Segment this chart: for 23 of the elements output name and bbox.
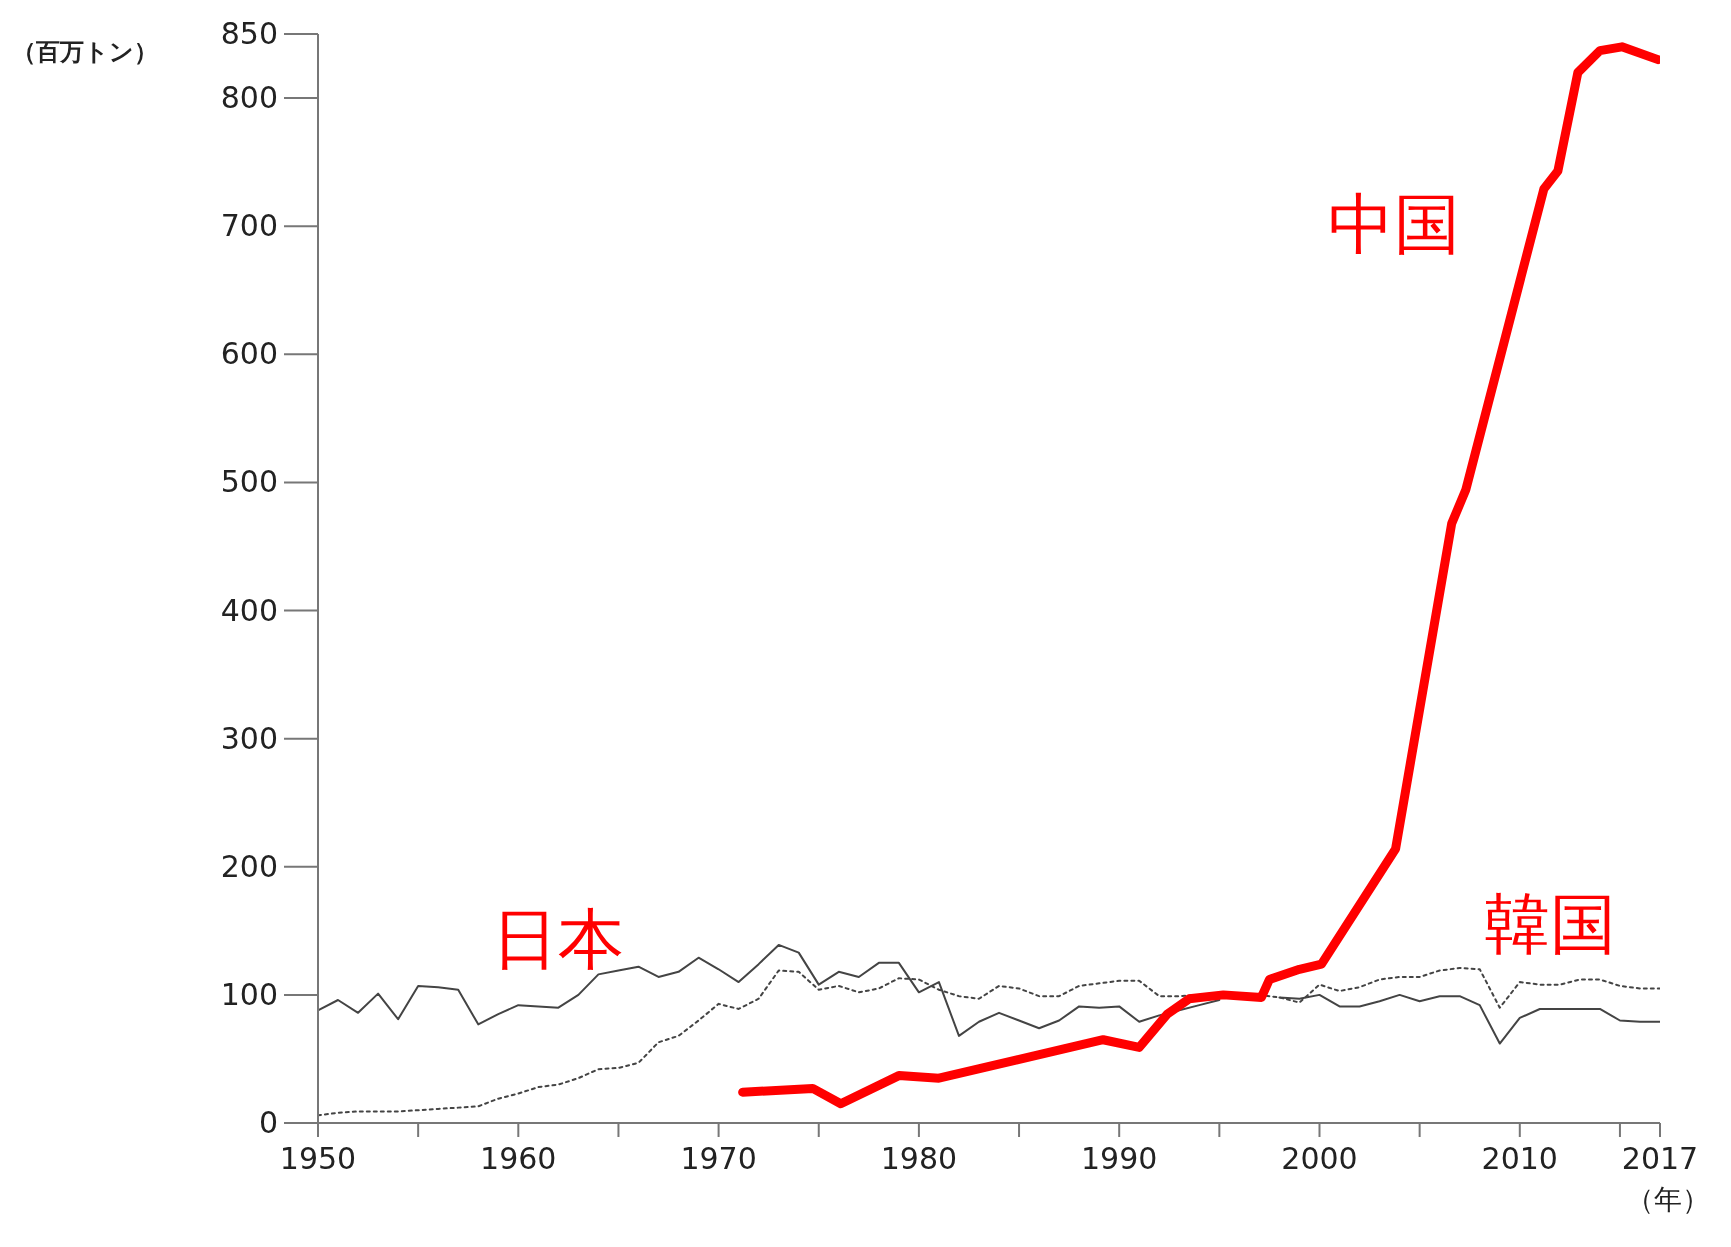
y-tick-label: 800 xyxy=(220,80,278,116)
x-axis-title: （年） xyxy=(1626,1182,1710,1218)
x-tick-label: 2000 xyxy=(1281,1141,1358,1176)
y-tick-label: 500 xyxy=(220,464,278,500)
y-tick-label: 100 xyxy=(220,976,278,1012)
y-tick-label: 700 xyxy=(220,208,278,244)
x-tick-label: 2010 xyxy=(1481,1141,1558,1176)
y-tick-label: 600 xyxy=(220,336,278,372)
series-label: 中国 xyxy=(1327,185,1460,263)
series-label: 日本 xyxy=(492,901,625,979)
y-tick-label: 400 xyxy=(220,592,278,628)
y-axis-title: （百万トン） xyxy=(12,37,158,68)
y-tick-label: 200 xyxy=(220,848,278,884)
x-tick-label: 2017 xyxy=(1621,1141,1699,1176)
y-tick-label: 0 xyxy=(258,1105,278,1140)
x-tick-label: 1950 xyxy=(279,1141,357,1176)
x-tick-label: 1960 xyxy=(480,1141,557,1176)
x-tick-label: 1970 xyxy=(680,1141,757,1176)
series-label: 韓国 xyxy=(1483,886,1616,964)
y-tick-label: 850 xyxy=(220,16,278,51)
y-tick-label: 300 xyxy=(220,720,278,756)
x-tick-label: 1980 xyxy=(880,1141,958,1176)
x-tick-label: 1990 xyxy=(1081,1141,1158,1176)
